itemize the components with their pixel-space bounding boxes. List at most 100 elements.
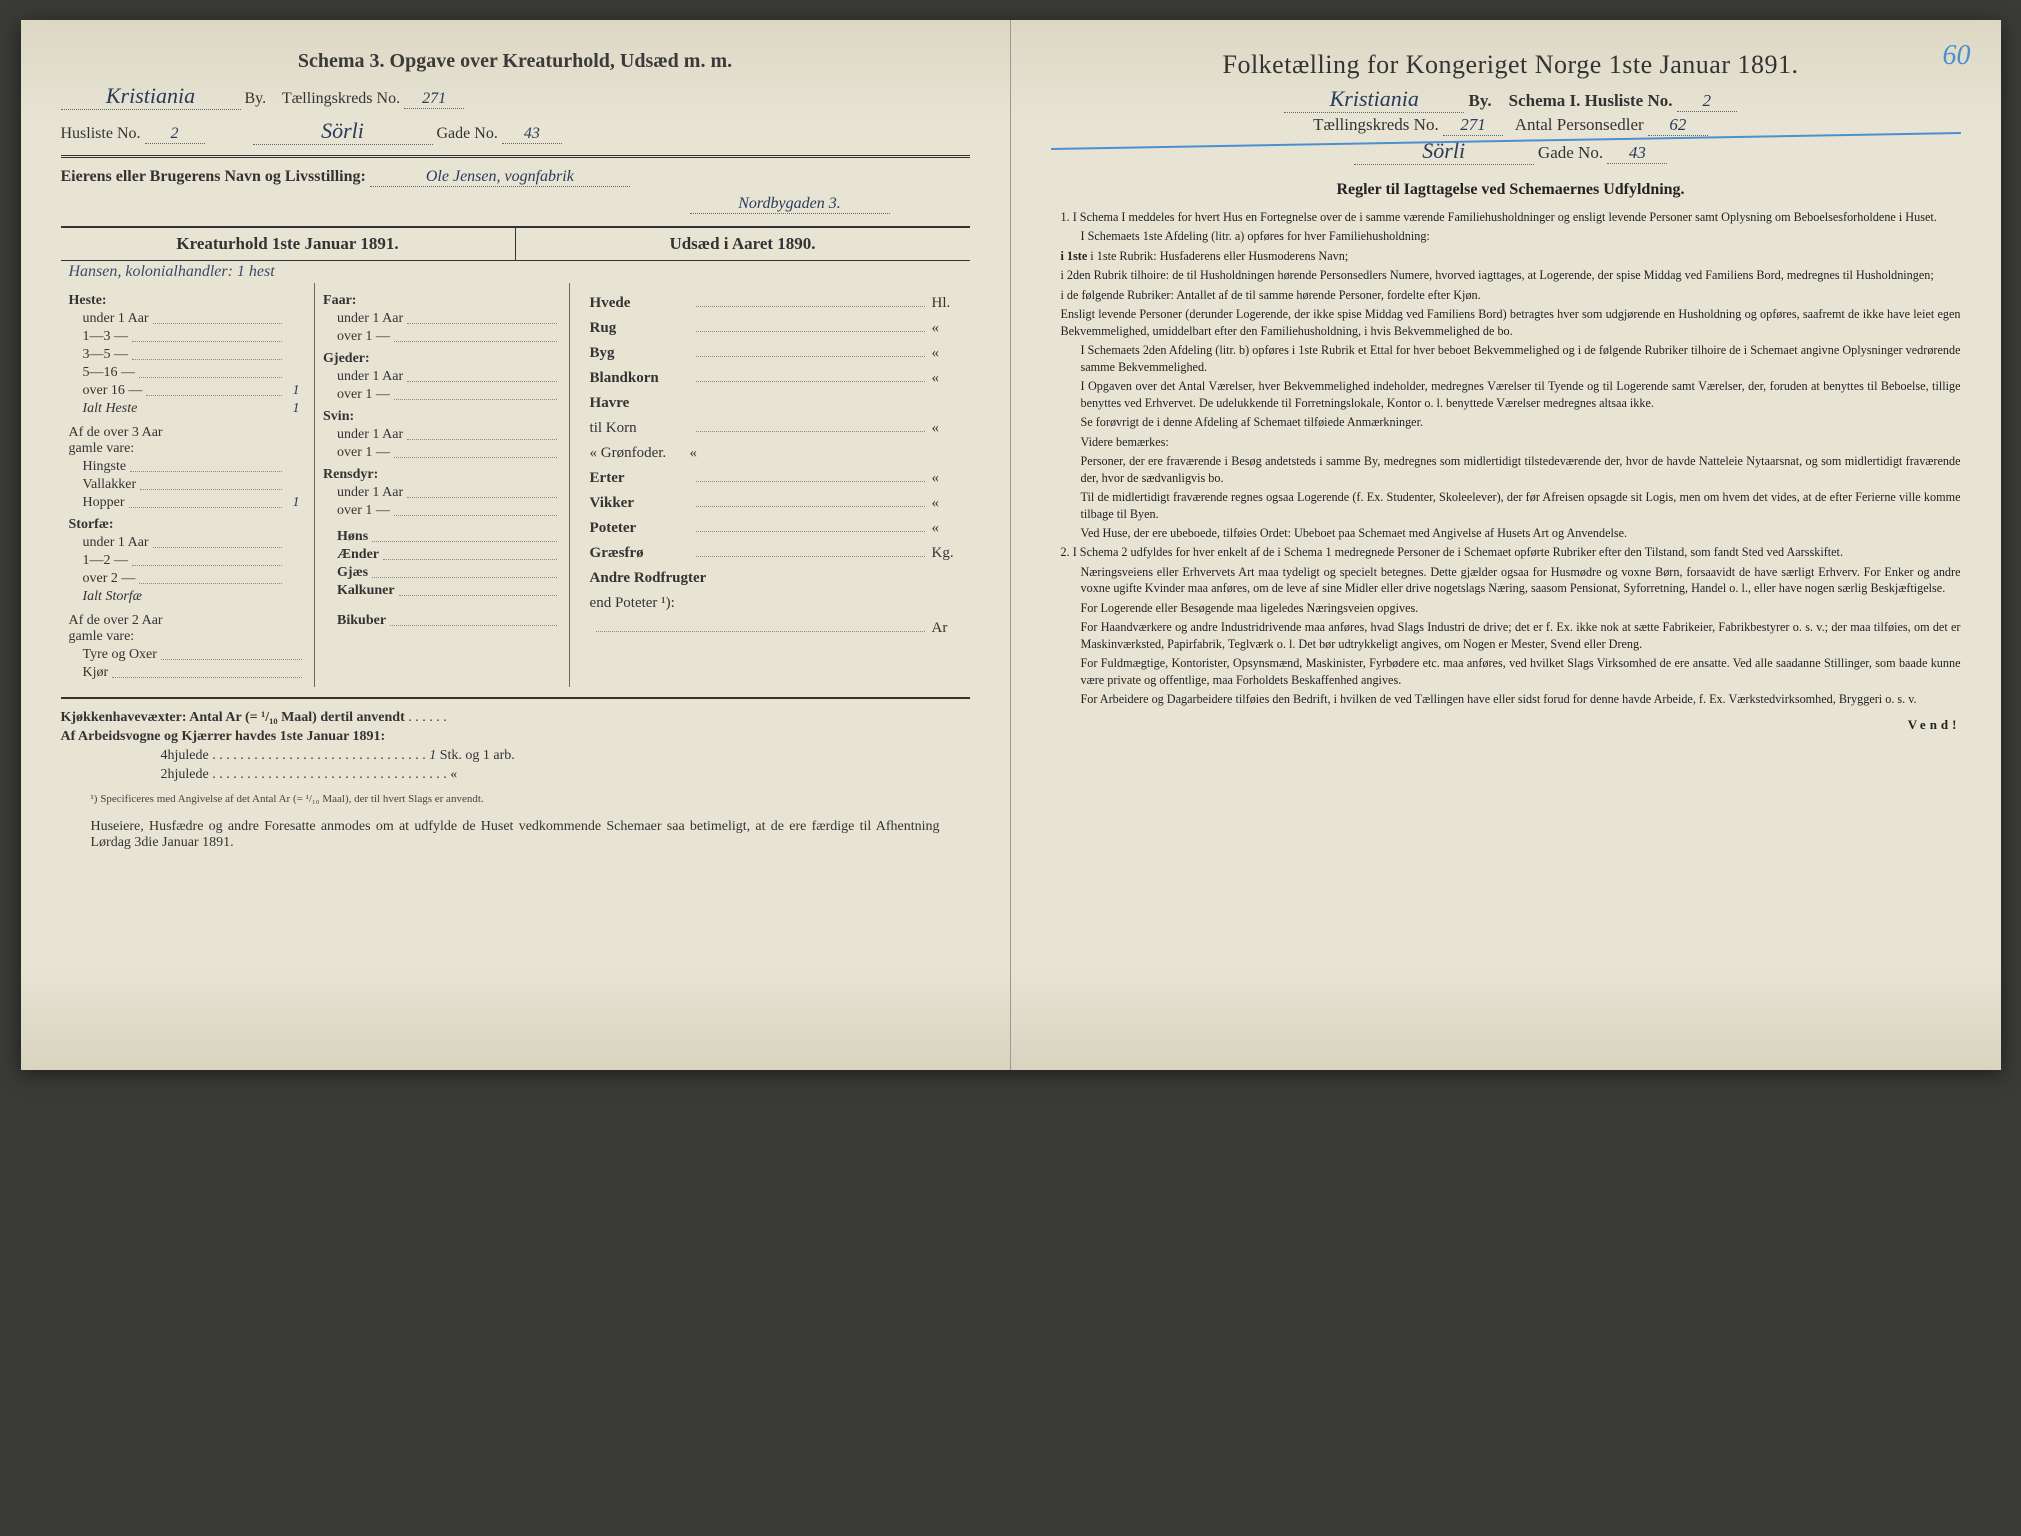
col-seeds: HvedeHl. Rug« Byg« Blandkorn« Havre til …: [570, 283, 970, 687]
eier-value1: Ole Jensen, vognfabrik: [370, 168, 630, 187]
left-row-city: Kristiania By. Tællingskreds No. 271: [61, 81, 970, 112]
hjul4-label: 4hjulede: [161, 748, 209, 763]
tkreds-value: 271: [404, 90, 464, 109]
r-city: Kristiania: [1284, 86, 1464, 113]
divider: [61, 155, 970, 158]
r-gade-label: Gade No.: [1538, 143, 1603, 162]
heste-row: 5—16 —: [69, 365, 307, 381]
right-row-tkreds: Tællingskreds No. 271 Antal Personsedler…: [1061, 115, 1961, 136]
hingste-row: Hingste: [69, 459, 307, 475]
heste-row: under 1 Aar: [69, 311, 307, 327]
r-by: By.: [1468, 91, 1491, 110]
hjul4-val: 1: [429, 748, 436, 763]
rule-text: For Arbeidere og Dagarbeidere tilføies d…: [1061, 691, 1961, 707]
eier-value2: Nordbygaden 3.: [690, 195, 890, 214]
svin-title: Svin:: [323, 409, 561, 425]
rule-text: Videre bemærkes:: [1061, 434, 1961, 450]
eier-row2: Nordbygaden 3.: [61, 193, 970, 216]
rensdyr-title: Rensdyr:: [323, 467, 561, 483]
gjeder-title: Gjeder:: [323, 351, 561, 367]
rule-text: Se forøvrigt de i denne Afdeling af Sche…: [1061, 414, 1961, 430]
census-title: Folketælling for Kongeriget Norge 1ste J…: [1061, 50, 1961, 80]
rule-text: For Haandværkere og andre Industridriven…: [1061, 619, 1961, 652]
r-antal: 62: [1648, 115, 1708, 136]
heste-row: 1—3 —: [69, 329, 307, 345]
rules-body: 1. I Schema I meddeles for hvert Hus en …: [1061, 209, 1961, 733]
col-other-animals: Faar: under 1 Aar over 1 — Gjeder: under…: [315, 283, 570, 687]
rule-text: 2. I Schema 2 udfyldes for hver enkelt a…: [1061, 544, 1961, 560]
page-number: 60: [1943, 40, 1971, 72]
storfae-row: over 2 —: [69, 571, 307, 587]
rule-text: For Logerende eller Besøgende maa ligele…: [1061, 600, 1961, 616]
schema3-title: Schema 3. Opgave over Kreaturhold, Udsæd…: [61, 50, 970, 73]
livestock-grid: Heste: under 1 Aar 1—3 — 3—5 — 5—16 — ov…: [61, 283, 970, 687]
rule-text: I Opgaven over det Antal Værelser, hver …: [1061, 378, 1961, 411]
footnote: ¹) Specificeres med Angivelse af det Ant…: [61, 793, 970, 805]
right-page: 60 Folketælling for Kongeriget Norge 1st…: [1011, 20, 2001, 1070]
left-page: Schema 3. Opgave over Kreaturhold, Udsæd…: [21, 20, 1011, 1070]
udsaed-header: Udsæd i Aaret 1890.: [516, 228, 970, 260]
rule-text: I Schemaets 2den Afdeling (litr. b) opfø…: [1061, 342, 1961, 375]
handwritten-note: Hansen, kolonialhandler: 1 hest: [61, 261, 970, 283]
final-note: Huseiere, Husfædre og andre Foresatte an…: [61, 819, 970, 851]
eier-label: Eierens eller Brugerens Navn og Livsstil…: [61, 168, 366, 185]
rule-text: Personer, der ere fraværende i Besøg and…: [1061, 453, 1961, 486]
right-row-gade: Sörli Gade No. 43: [1061, 138, 1961, 165]
r-husliste: 2: [1677, 91, 1737, 112]
rule-text: For Fuldmægtige, Kontorister, Opsynsmænd…: [1061, 655, 1961, 688]
tyre-row: Tyre og Oxer: [69, 647, 307, 663]
storfae-row: under 1 Aar: [69, 535, 307, 551]
left-row-husliste: Husliste No. 2 Sörli Gade No. 43: [61, 116, 970, 147]
hopper-row: Hopper1: [69, 495, 307, 511]
af-over-2: Af de over 2 Aar: [69, 613, 307, 629]
city-value: Kristiania: [61, 83, 241, 110]
rule-text: Til de midlertidigt fraværende regnes og…: [1061, 489, 1961, 522]
heste-row: 3—5 —: [69, 347, 307, 363]
rule-text: Næringsveiens eller Erhvervets Art maa t…: [1061, 564, 1961, 597]
section-headers: Kreaturhold 1ste Januar 1891. Udsæd i Aa…: [61, 226, 970, 261]
ialt-heste: Ialt Heste1: [69, 401, 307, 417]
rule-text: I Schemaets 1ste Afdeling (litr. a) opfø…: [1061, 228, 1961, 244]
bottom-section: Kjøkkenhavevæxter: Antal Ar (= ¹/₁₀ Maal…: [61, 697, 970, 851]
gamle-vare: gamle vare:: [69, 441, 307, 457]
ialt-storfae: Ialt Storfæ: [69, 589, 307, 605]
gade-value: 43: [502, 125, 562, 144]
arbeid-label: Af Arbeidsvogne og Kjærrer havdes 1ste J…: [61, 729, 386, 744]
gamle-vare2: gamle vare:: [69, 629, 307, 645]
r-tkreds-label: Tællingskreds No.: [1313, 115, 1439, 134]
tkreds-label: Tællingskreds No.: [282, 90, 400, 107]
r-gade-no: 43: [1607, 143, 1667, 164]
regler-title: Regler til Iagttagelse ved Schemaernes U…: [1061, 181, 1961, 199]
husliste-label: Husliste No.: [61, 125, 141, 142]
gade-name: Sörli: [253, 118, 433, 145]
rule-text: i de følgende Rubriker: Antallet af de t…: [1061, 287, 1961, 303]
hjul2-unit: «: [450, 767, 457, 782]
vendi: Vend!: [1061, 716, 1961, 734]
hjul4-unit: Stk. og 1 arb.: [440, 748, 515, 763]
kjokken-label: Kjøkkenhavevæxter: Antal Ar (= ¹/₁₀ Maal…: [61, 710, 405, 725]
by-label: By.: [245, 90, 267, 107]
gade-label: Gade No.: [437, 125, 498, 142]
kreatur-header: Kreaturhold 1ste Januar 1891.: [61, 228, 516, 260]
husliste-value: 2: [145, 125, 205, 144]
storfae-row: 1—2 —: [69, 553, 307, 569]
col-heste-storfae: Heste: under 1 Aar 1—3 — 3—5 — 5—16 — ov…: [61, 283, 316, 687]
rule-text: Ensligt levende Personer (derunder Loger…: [1061, 306, 1961, 339]
r-antal-label: Antal Personsedler: [1515, 115, 1644, 134]
heste-title: Heste:: [69, 293, 307, 309]
storfae-title: Storfæ:: [69, 517, 307, 533]
rule-text: 1. I Schema I meddeles for hvert Hus en …: [1061, 209, 1961, 225]
af-over-3: Af de over 3 Aar: [69, 425, 307, 441]
r-tkreds: 271: [1443, 115, 1503, 136]
rule-text: i 1ste i 1ste Rubrik: Husfaderens eller …: [1061, 248, 1961, 264]
kjor-row: Kjør: [69, 665, 307, 681]
rule-text: Ved Huse, der ere ubeboede, tilføies Ord…: [1061, 525, 1961, 541]
eier-row: Eierens eller Brugerens Navn og Livsstil…: [61, 166, 970, 189]
vallakker-row: Vallakker: [69, 477, 307, 493]
faar-title: Faar:: [323, 293, 561, 309]
heste-row: over 16 —1: [69, 383, 307, 399]
right-row-city: Kristiania By. Schema I. Husliste No. 2: [1061, 86, 1961, 113]
document-spread: Schema 3. Opgave over Kreaturhold, Udsæd…: [21, 20, 2001, 1070]
r-schema-label: Schema I. Husliste No.: [1509, 91, 1673, 110]
rule-text: i 2den Rubrik tilhoire: de til Husholdni…: [1061, 267, 1961, 283]
